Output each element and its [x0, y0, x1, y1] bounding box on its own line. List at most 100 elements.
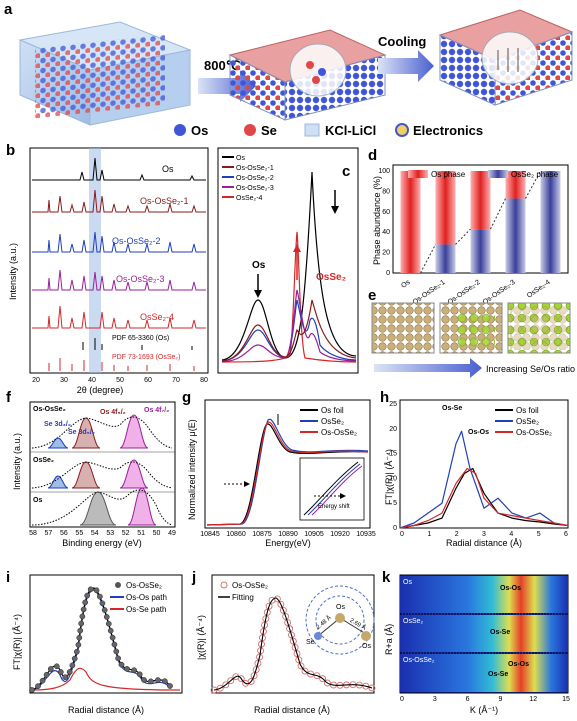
- xps-row-osse2: [31, 459, 173, 489]
- panel-d-categories: Os Os-OsSe₂-1 Os-OsSe₂-2 Os-OsSe₂-3 OsSe₂-4: [400, 279, 551, 307]
- xtick: 4: [509, 531, 513, 538]
- data-point: [247, 678, 255, 685]
- xps-row-label-2: OsSe₂: [33, 457, 54, 464]
- legend-data: Os-OsSe₂: [232, 581, 268, 590]
- panel-j-legend: Os-OsSe₂ Fitting: [218, 581, 268, 602]
- connector-line: [525, 170, 541, 199]
- data-point: [136, 671, 143, 678]
- panel-a: a 800℃ Cooling: [4, 1, 574, 138]
- data-point: [75, 641, 82, 648]
- data-point: [111, 641, 118, 648]
- panel-e-label: e: [368, 287, 376, 304]
- bar-os-phase: [435, 171, 456, 245]
- xtick: 40: [88, 377, 96, 384]
- panel-i-frame: [29, 574, 183, 694]
- panel-b-ylabel: Intensity (a.u.): [8, 243, 18, 300]
- xtick: 50: [153, 530, 161, 537]
- data-point: [250, 672, 258, 680]
- peak-se52: Se 3d₅/₂: [68, 429, 95, 436]
- atom-label-se: Se: [306, 639, 315, 646]
- legend-os: Os: [191, 123, 208, 138]
- xtick: 6: [466, 696, 470, 703]
- panel-j-data-points: [210, 595, 376, 694]
- salt-mixture-box: [18, 21, 192, 126]
- legend-osse2: OsSe₂: [321, 417, 344, 426]
- panel-i-label: i: [6, 569, 10, 586]
- xtick: 10845: [200, 531, 220, 538]
- ytick: 60: [382, 209, 390, 216]
- panel-i-ylabel: FT|χ(R)| (Å⁻⁴): [12, 614, 22, 670]
- wt-row-label-1: Os: [403, 579, 412, 586]
- legend-swatch-os: [408, 170, 428, 178]
- panel-j: j |χ(R)| (Å⁻⁴) Radial distance (Å) Os-Os…: [191, 569, 376, 715]
- xtick: 6: [564, 531, 568, 538]
- os-atom-icon: [174, 124, 186, 136]
- xps-row-os-osse2: [31, 414, 173, 449]
- legend-osse2: OsSe₂: [516, 417, 539, 426]
- wt-row-label-3: Os-OsSe₂: [403, 657, 435, 664]
- legend-salt: KCl-LiCl: [325, 123, 376, 138]
- panel-a-legend: Os Se KCl-LiCl Electronics: [174, 123, 483, 138]
- panel-h-xlabel: Radial distance (Å): [446, 538, 522, 548]
- panel-k-label: k: [382, 569, 391, 586]
- data-point: [101, 607, 108, 613]
- data-point: [113, 648, 120, 655]
- trace-label-2: Os-OsSe₂-2: [112, 236, 161, 246]
- xtick: 60: [144, 377, 152, 384]
- panel-h-xticks: 0 1 2 3 4 5 6: [400, 531, 568, 538]
- data-point: [124, 666, 130, 672]
- data-point: [43, 671, 50, 678]
- data-point: [210, 686, 218, 694]
- panel-h-frame: [399, 399, 569, 529]
- panel-i-legend: Os-OsSe₂ Os-Os path Os-Se path: [110, 581, 167, 614]
- se-overlay: [455, 312, 495, 350]
- data-point: [265, 602, 273, 610]
- xanes-os-osse2: [206, 421, 369, 526]
- data-point: [167, 683, 173, 689]
- data-point: [263, 608, 271, 616]
- ytick: 25: [389, 401, 397, 408]
- data-point: [161, 678, 168, 684]
- panel-f-label: f: [6, 389, 12, 406]
- panel-i: i FT|χ(R)| (Å⁻⁴) Radial distance (Å) Os-…: [6, 569, 183, 715]
- ann-os-os: Os-Os: [468, 429, 489, 436]
- legend-data: Os-OsSe₂: [126, 581, 162, 590]
- data-point: [291, 643, 299, 651]
- xtick: 53: [106, 530, 114, 537]
- legend-item: OsSe₂-4: [236, 195, 263, 202]
- data-point: [62, 674, 69, 681]
- atom-label-os: Os: [336, 604, 345, 611]
- ytick: 0: [393, 525, 397, 532]
- inset-energy-shift: Energy shift: [318, 504, 350, 510]
- data-point: [147, 678, 154, 685]
- bar-os-phase: [400, 171, 421, 273]
- fit-os-se-path: [31, 667, 181, 691]
- os-atom-center: [335, 613, 345, 623]
- xps-row-os: [31, 487, 173, 526]
- data-point: [297, 662, 305, 670]
- xtick: 9: [498, 696, 502, 703]
- panel-b-frame: [29, 147, 209, 374]
- xrd-trace-1: [32, 189, 206, 213]
- data-point: [115, 655, 121, 662]
- data-point: [295, 656, 303, 664]
- xtick: 20: [32, 377, 40, 384]
- cooling-label: Cooling: [378, 34, 426, 49]
- peak-os72: Os 4f₇/₂: [144, 407, 169, 414]
- data-point: [237, 675, 245, 683]
- data-point: [53, 663, 60, 670]
- ytick: 0: [386, 270, 390, 277]
- data-point: [323, 679, 331, 687]
- ratio-arrow: [374, 358, 482, 378]
- data-point: [82, 599, 89, 606]
- data-point: [35, 683, 41, 690]
- xtick: 10920: [330, 531, 350, 538]
- panel-h-ylabel: FT|χ(R)| (Å⁻⁴): [384, 449, 394, 505]
- trace-label-1: Os-OsSe₂-1: [140, 196, 189, 206]
- xtick: 52: [122, 530, 130, 537]
- data-point: [29, 687, 35, 693]
- panel-e: e Increasing Se/Os ratio: [368, 287, 575, 378]
- data-point: [71, 655, 78, 662]
- panel-k-xlabel: K (Å⁻¹): [470, 705, 498, 715]
